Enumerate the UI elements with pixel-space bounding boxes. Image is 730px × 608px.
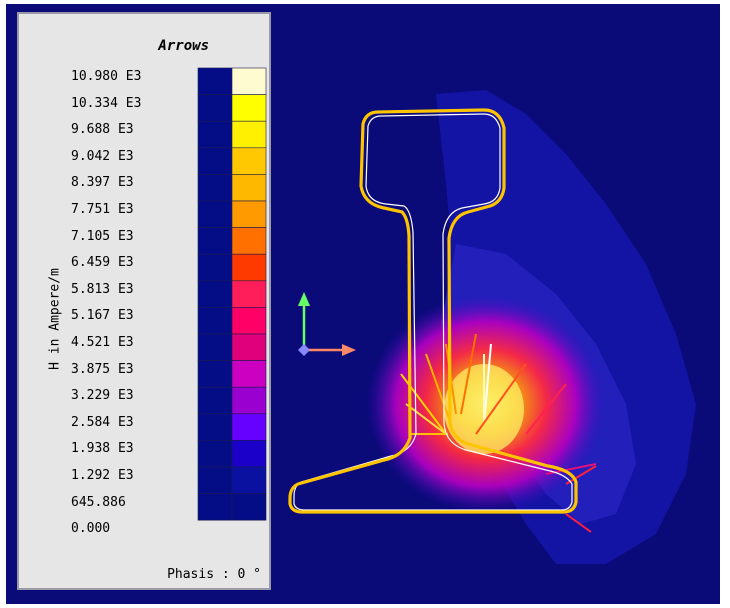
legend-tick-label: 1.938 E3 (71, 441, 134, 457)
legend-swatch-base (197, 360, 233, 388)
legend-tick-label: 1.292 E3 (71, 468, 134, 483)
legend-swatch (231, 253, 267, 282)
legend-swatch-base (197, 120, 233, 149)
legend-tick-label: 4.521 E3 (71, 335, 134, 350)
legend-tick-label: 7.751 E3 (71, 202, 134, 217)
legend-swatch (231, 67, 267, 95)
legend-swatch-base (197, 466, 233, 494)
legend-tick-label: 6.459 E3 (71, 255, 134, 271)
legend-swatch-base (197, 333, 233, 361)
legend-phase-label: Phasis : 0 ° (167, 567, 261, 582)
field-plot-scene (288, 90, 696, 564)
legend-swatch-base (197, 280, 233, 308)
legend-swatch-base (197, 493, 233, 521)
legend-quantity-label: H in Ampere/m (47, 268, 63, 370)
legend-tick-label: 0.000 (71, 521, 111, 537)
legend-tick-label: 10.980 E3 (71, 69, 142, 84)
legend-swatch-base (197, 174, 233, 202)
legend-swatch (231, 360, 267, 388)
legend-swatch (231, 200, 267, 228)
legend-swatch (231, 174, 267, 202)
legend-swatch-base (197, 227, 233, 255)
legend-tick-label: 9.688 E3 (71, 122, 134, 138)
legend-swatch-base (197, 386, 233, 415)
legend-tick-label: 5.167 E3 (71, 308, 134, 324)
legend-tick-label: 645.886 (71, 494, 126, 510)
legend-tick-label: 5.813 E3 (71, 281, 134, 297)
legend-tick-label: 8.397 E3 (71, 175, 134, 191)
legend-swatch (231, 307, 267, 335)
legend-title: Arrows (158, 38, 209, 54)
legend-swatch-base (197, 147, 233, 175)
legend-swatch (231, 227, 267, 255)
legend-swatch (231, 386, 267, 415)
color-legend-panel: Arrows H in Ampere/m 10.980 E3 10.334 E3 9… (17, 12, 271, 590)
legend-tick-label: 10.334 E3 (71, 95, 142, 111)
legend-swatch-base (197, 67, 233, 95)
legend-swatch-base (197, 200, 233, 228)
legend-swatch (231, 466, 267, 494)
legend-swatch-base (197, 307, 233, 335)
xyz-axis-triad-icon (298, 292, 356, 356)
rail-outline (288, 108, 578, 514)
legend-swatch (231, 147, 267, 175)
legend-swatch (231, 440, 267, 468)
legend-tick-label: 3.875 E3 (71, 361, 134, 377)
legend-swatch (231, 94, 267, 122)
legend-swatch-base (197, 94, 233, 122)
legend-swatch (231, 280, 267, 308)
viewport-3d[interactable]: Arrows H in Ampere/m 10.980 E3 10.334 E3 9… (6, 4, 720, 604)
rail-outline-white (293, 113, 573, 511)
legend-tick-label: 3.229 E3 (71, 388, 134, 404)
legend-swatch-base (197, 440, 233, 468)
legend-swatch (231, 493, 267, 521)
legend-tick-label: 7.105 E3 (71, 228, 134, 244)
legend-swatch (231, 413, 267, 441)
legend-swatch-base (197, 253, 233, 282)
legend-tick-label: 9.042 E3 (71, 148, 134, 164)
legend-swatch (231, 120, 267, 149)
legend-tick-label: 2.584 E3 (71, 414, 134, 430)
legend-swatch-base (197, 413, 233, 441)
legend-color-bar (197, 67, 267, 521)
legend-swatch (231, 333, 267, 361)
